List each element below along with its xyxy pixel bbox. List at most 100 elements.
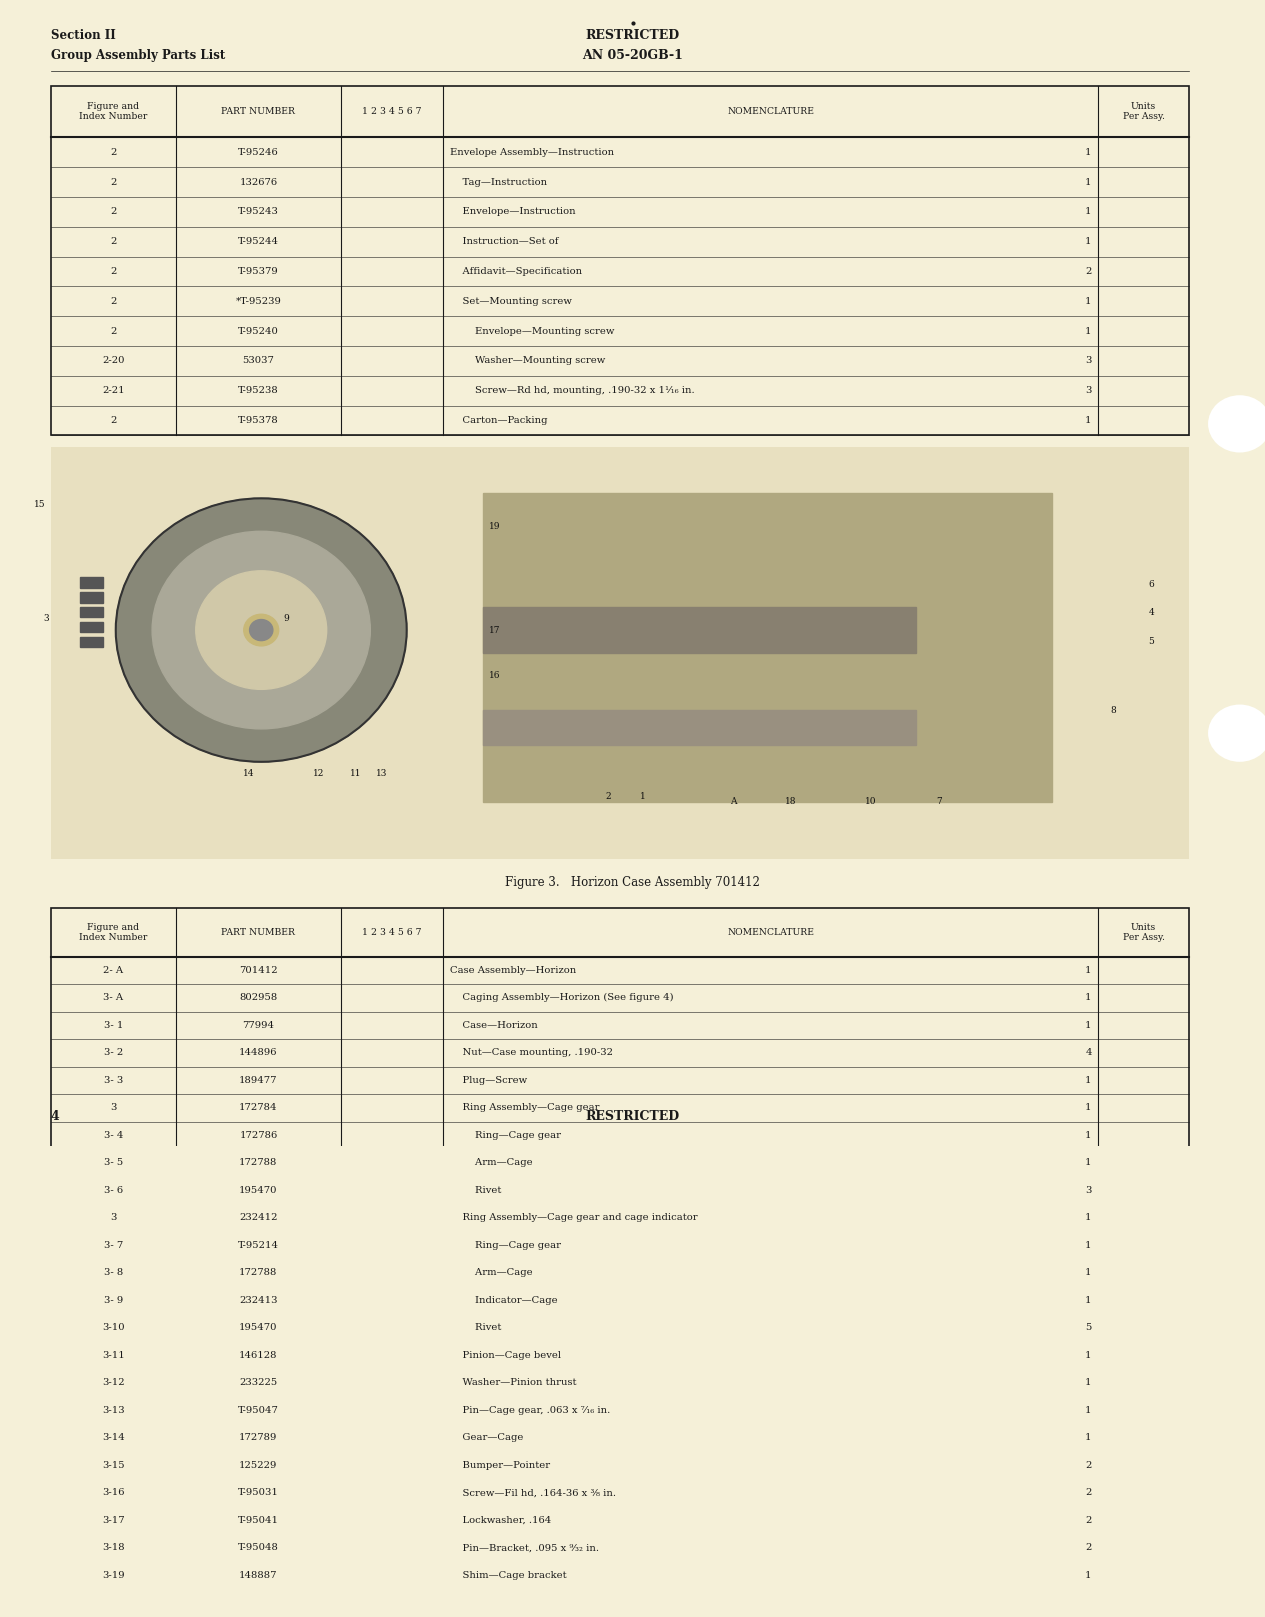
Text: 3- 2: 3- 2 <box>104 1048 123 1058</box>
Text: 3- 5: 3- 5 <box>104 1158 123 1167</box>
Bar <box>483 606 916 653</box>
Text: Screw—Rd hd, mounting, .190-32 x 1¹⁄₁₆ in.: Screw—Rd hd, mounting, .190-32 x 1¹⁄₁₆ i… <box>449 386 694 395</box>
Text: 1: 1 <box>1085 1570 1092 1580</box>
Text: Ring—Cage gear: Ring—Cage gear <box>449 1130 560 1140</box>
Text: Washer—Pinion thrust: Washer—Pinion thrust <box>449 1378 576 1387</box>
Text: Plug—Screw: Plug—Screw <box>449 1075 526 1085</box>
Text: Ring Assembly—Cage gear: Ring Assembly—Cage gear <box>449 1103 600 1112</box>
Text: T-95244: T-95244 <box>238 238 278 246</box>
Text: 18: 18 <box>784 797 797 807</box>
Text: Pin—Cage gear, .063 x ⁷⁄₁₆ in.: Pin—Cage gear, .063 x ⁷⁄₁₆ in. <box>449 1405 610 1415</box>
Text: 232413: 232413 <box>239 1295 277 1305</box>
Text: 4: 4 <box>51 1111 59 1124</box>
Text: 1: 1 <box>1085 1433 1092 1442</box>
Text: 1: 1 <box>1085 416 1092 425</box>
Text: Envelope—Instruction: Envelope—Instruction <box>449 207 576 217</box>
Text: T-95238: T-95238 <box>238 386 278 395</box>
Text: 233225: 233225 <box>239 1378 277 1387</box>
Text: 1: 1 <box>1085 993 1092 1003</box>
Text: Lockwasher, .164: Lockwasher, .164 <box>449 1515 552 1525</box>
Text: Carton—Packing: Carton—Packing <box>449 416 548 425</box>
Text: Tag—Instruction: Tag—Instruction <box>449 178 546 186</box>
Text: AN 05-20GB-1: AN 05-20GB-1 <box>582 49 683 63</box>
Text: 701412: 701412 <box>239 965 278 975</box>
Text: 144896: 144896 <box>239 1048 277 1058</box>
Text: 2: 2 <box>110 147 116 157</box>
Text: 3: 3 <box>1085 356 1092 365</box>
Text: 3: 3 <box>110 1103 116 1112</box>
Bar <box>80 637 104 647</box>
Text: Nut—Case mounting, .190-32: Nut—Case mounting, .190-32 <box>449 1048 612 1058</box>
Text: Screw—Fil hd, .164-36 x ³⁄₈ in.: Screw—Fil hd, .164-36 x ³⁄₈ in. <box>449 1488 616 1497</box>
Text: 172784: 172784 <box>239 1103 277 1112</box>
Text: Arm—Cage: Arm—Cage <box>449 1268 533 1277</box>
Text: 1: 1 <box>1085 1130 1092 1140</box>
Text: 3- 4: 3- 4 <box>104 1130 123 1140</box>
Text: 9: 9 <box>283 614 290 623</box>
Bar <box>51 86 1189 435</box>
Text: Case—Horizon: Case—Horizon <box>449 1020 538 1030</box>
Text: 125229: 125229 <box>239 1460 277 1470</box>
Text: 132676: 132676 <box>239 178 277 186</box>
Text: 2: 2 <box>110 238 116 246</box>
Text: 1: 1 <box>1085 1075 1092 1085</box>
Text: Units
Per Assy.: Units Per Assy. <box>1122 923 1165 943</box>
Text: 1: 1 <box>1085 1268 1092 1277</box>
Text: 1: 1 <box>1085 1405 1092 1415</box>
Text: Gear—Cage: Gear—Cage <box>449 1433 524 1442</box>
Text: 7: 7 <box>936 797 941 807</box>
Text: Affidavit—Specification: Affidavit—Specification <box>449 267 582 277</box>
Text: 2: 2 <box>1085 1488 1092 1497</box>
Bar <box>80 577 104 587</box>
Text: 172786: 172786 <box>239 1130 277 1140</box>
Circle shape <box>244 614 278 645</box>
Text: Units
Per Assy.: Units Per Assy. <box>1122 102 1165 121</box>
Text: 2: 2 <box>110 327 116 336</box>
Text: 3: 3 <box>1085 386 1092 395</box>
Text: 1: 1 <box>1085 1240 1092 1250</box>
Text: T-95243: T-95243 <box>238 207 278 217</box>
Text: 2: 2 <box>110 207 116 217</box>
Text: 3- 7: 3- 7 <box>104 1240 123 1250</box>
Text: 2: 2 <box>1085 267 1092 277</box>
Text: 1: 1 <box>1085 1213 1092 1222</box>
Text: 3-14: 3-14 <box>102 1433 124 1442</box>
Bar <box>483 493 1052 802</box>
Text: Set—Mounting screw: Set—Mounting screw <box>449 298 572 306</box>
Text: Ring—Cage gear: Ring—Cage gear <box>449 1240 560 1250</box>
Text: 3-13: 3-13 <box>102 1405 124 1415</box>
Text: Figure and
Index Number: Figure and Index Number <box>78 102 148 121</box>
Circle shape <box>196 571 326 689</box>
Text: 6: 6 <box>1149 581 1154 589</box>
Text: PART NUMBER: PART NUMBER <box>221 107 295 116</box>
Text: 189477: 189477 <box>239 1075 277 1085</box>
Text: Bumper—Pointer: Bumper—Pointer <box>449 1460 550 1470</box>
Text: 4: 4 <box>1085 1048 1092 1058</box>
Text: 1: 1 <box>640 792 645 800</box>
Text: 2-20: 2-20 <box>102 356 124 365</box>
Text: 1: 1 <box>1085 147 1092 157</box>
Text: Rivet: Rivet <box>449 1185 501 1195</box>
Text: 2: 2 <box>110 298 116 306</box>
Text: Arm—Cage: Arm—Cage <box>449 1158 533 1167</box>
Text: 1: 1 <box>1085 965 1092 975</box>
Text: 53037: 53037 <box>243 356 275 365</box>
Bar <box>51 909 1189 1590</box>
Text: RESTRICTED: RESTRICTED <box>586 29 679 42</box>
Text: T-95240: T-95240 <box>238 327 278 336</box>
Text: 802958: 802958 <box>239 993 277 1003</box>
Text: Envelope Assembly—Instruction: Envelope Assembly—Instruction <box>449 147 614 157</box>
Text: 13: 13 <box>376 768 387 778</box>
Text: 3-15: 3-15 <box>102 1460 124 1470</box>
Text: T-95048: T-95048 <box>238 1543 278 1552</box>
Text: *T-95239: *T-95239 <box>235 298 281 306</box>
Text: 2: 2 <box>1085 1515 1092 1525</box>
Text: 1: 1 <box>1085 298 1092 306</box>
Text: 172788: 172788 <box>239 1158 277 1167</box>
Text: 1: 1 <box>1085 1103 1092 1112</box>
Text: PART NUMBER: PART NUMBER <box>221 928 295 936</box>
Text: 3-11: 3-11 <box>102 1350 124 1360</box>
Text: 3: 3 <box>1085 1185 1092 1195</box>
Text: T-95041: T-95041 <box>238 1515 278 1525</box>
Text: 1 2 3 4 5 6 7: 1 2 3 4 5 6 7 <box>362 107 423 116</box>
